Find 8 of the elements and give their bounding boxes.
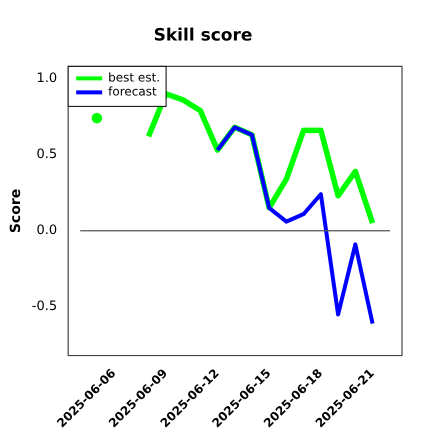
- y-tick-label: 0.0: [36, 223, 58, 238]
- legend-label: forecast: [108, 84, 157, 99]
- y-tick-label: 0.5: [36, 147, 58, 162]
- y-axis-title: Score: [8, 188, 24, 234]
- y-tick-label: 1.0: [36, 70, 58, 86]
- chart-title: Skill score: [154, 26, 252, 46]
- legend-label: best est.: [108, 70, 160, 85]
- y-tick-label: -0.5: [32, 299, 58, 314]
